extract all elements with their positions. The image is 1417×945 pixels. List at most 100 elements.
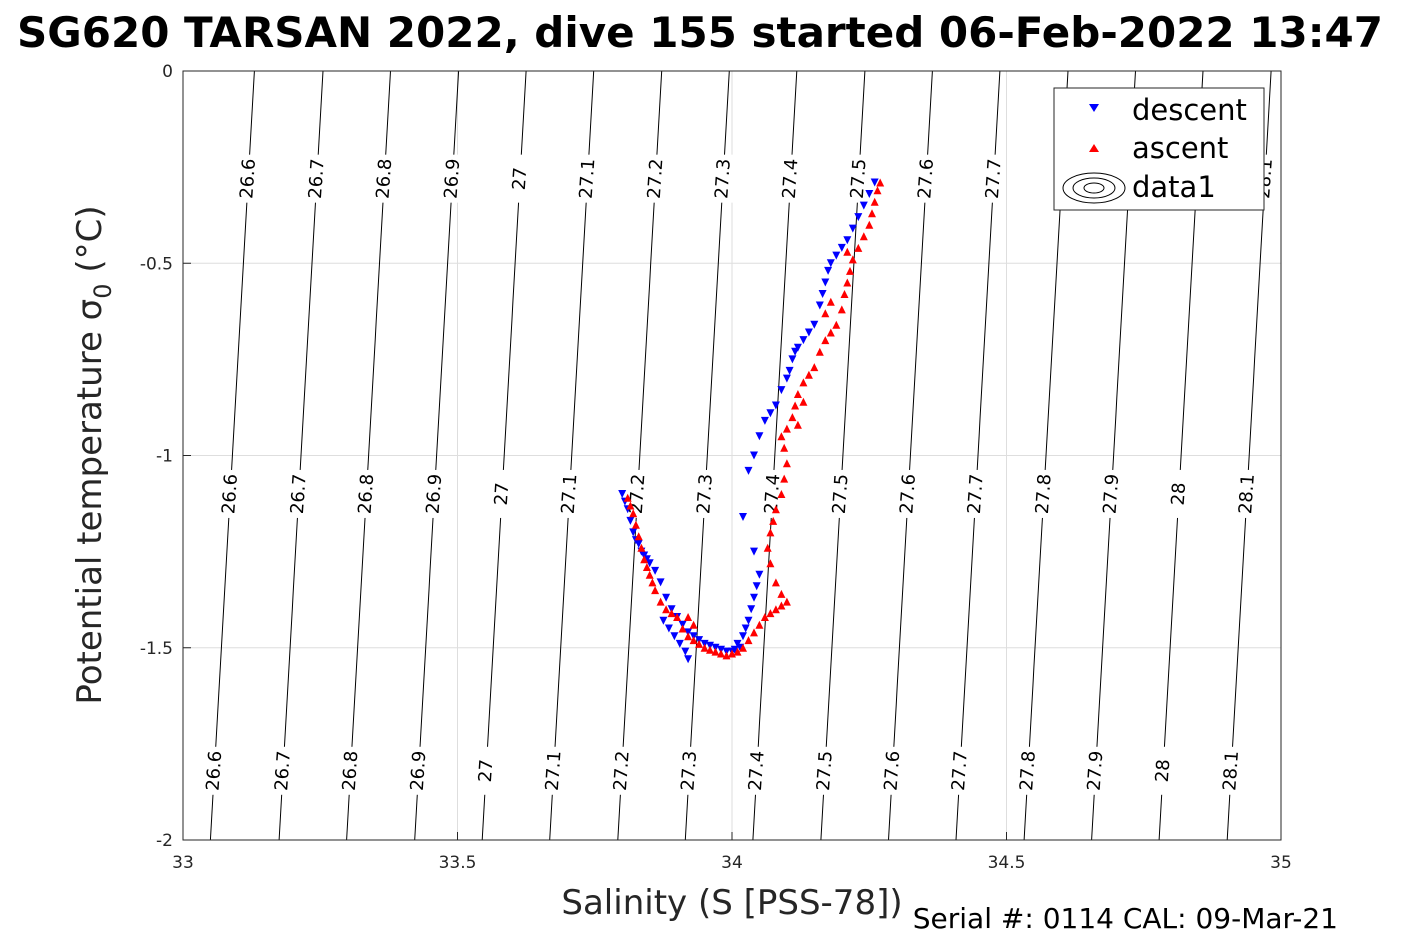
contour-label: 26.8 bbox=[355, 473, 379, 514]
ascent-point bbox=[678, 624, 687, 633]
descent-point bbox=[799, 336, 808, 345]
descent-point bbox=[656, 578, 665, 587]
descent-point bbox=[854, 213, 863, 222]
legend-ascent-marker bbox=[1089, 144, 1099, 152]
ascent-point bbox=[821, 336, 830, 345]
ascent-point bbox=[846, 266, 854, 275]
contour-label: 26.6 bbox=[218, 473, 242, 514]
contour-label-gap bbox=[272, 746, 295, 795]
contour-label-gap bbox=[1032, 469, 1055, 518]
ascent-point bbox=[840, 290, 849, 298]
ascent-point bbox=[804, 370, 813, 379]
ascent-point bbox=[843, 278, 852, 287]
contour-label: 27.9 bbox=[1084, 750, 1108, 791]
ascent-point bbox=[667, 609, 676, 618]
contour-label: 27.1 bbox=[558, 473, 582, 514]
ascent-point bbox=[793, 390, 802, 398]
x-tick-label: 33 bbox=[172, 853, 194, 873]
descent-point bbox=[793, 343, 802, 352]
ascent-point bbox=[873, 186, 882, 195]
descent-point bbox=[788, 355, 797, 364]
y-axis-label-unit: (°C) bbox=[70, 205, 110, 283]
ascent-point bbox=[651, 586, 660, 595]
ascent-point bbox=[876, 178, 885, 187]
legend-data1-label: data1 bbox=[1132, 170, 1216, 204]
chart-title: SG620 TARSAN 2022, dive 155 started 06-F… bbox=[17, 8, 1383, 57]
contour-label: 28 bbox=[1152, 759, 1175, 783]
contour-label-gap bbox=[694, 469, 717, 518]
contour-label-gap bbox=[1235, 469, 1258, 518]
contour-label-gap bbox=[948, 746, 971, 795]
ascent-point bbox=[769, 516, 778, 525]
ascent-point bbox=[777, 490, 786, 498]
descent-point bbox=[684, 655, 693, 664]
contour-label-gap bbox=[761, 469, 784, 518]
ascent-point bbox=[777, 601, 786, 610]
descent-point bbox=[739, 632, 747, 641]
legend-descent-marker bbox=[1089, 104, 1099, 112]
descent-point bbox=[804, 328, 813, 337]
x-axis-ticks: 33 33.5 34 34.5 35 bbox=[172, 832, 1292, 873]
legend-descent-label: descent bbox=[1132, 93, 1247, 127]
descent-point bbox=[815, 301, 824, 310]
ascent-point bbox=[631, 520, 640, 529]
descent-point bbox=[750, 547, 758, 556]
descent-point bbox=[777, 386, 786, 395]
contour-label: 27.7 bbox=[982, 158, 1006, 199]
contour-label: 26.7 bbox=[305, 158, 329, 199]
contour-label: 27.2 bbox=[610, 750, 634, 791]
contour-label-gap bbox=[219, 469, 242, 518]
x-tick-label: 35 bbox=[1270, 853, 1292, 873]
contour-label: 27.4 bbox=[779, 158, 803, 199]
contour-label-gap bbox=[407, 746, 430, 795]
contour-label: 28.1 bbox=[1235, 473, 1259, 514]
legend-box bbox=[1053, 87, 1265, 211]
contour-label: 26.8 bbox=[339, 750, 363, 791]
contour-label: 27.6 bbox=[881, 750, 905, 791]
contour-label: 27.5 bbox=[813, 750, 837, 791]
ascent-point bbox=[766, 528, 775, 537]
contour-label-gap bbox=[847, 154, 870, 203]
descent-point bbox=[826, 259, 835, 268]
ascent-point bbox=[750, 628, 758, 637]
ascent-point bbox=[799, 378, 808, 387]
ascent-point bbox=[821, 309, 830, 318]
legend: descent ascent data1 bbox=[1053, 87, 1265, 211]
ascent-point bbox=[629, 509, 638, 518]
ascent-point bbox=[837, 305, 846, 314]
ascent-point bbox=[780, 443, 789, 452]
contour-label: 28 bbox=[1168, 482, 1191, 506]
descent-point bbox=[744, 616, 753, 625]
contour-label-gap bbox=[203, 746, 226, 795]
ascent-point bbox=[645, 570, 654, 579]
contour-label: 27 bbox=[475, 759, 498, 783]
ascent-point bbox=[755, 620, 764, 629]
contour-label: 27.3 bbox=[693, 473, 717, 514]
ascent-point bbox=[782, 424, 791, 433]
ascent-point bbox=[684, 613, 693, 621]
ascent-point bbox=[689, 636, 698, 645]
descent-point bbox=[832, 251, 841, 260]
ascent-point bbox=[744, 636, 753, 645]
descent-point bbox=[771, 401, 780, 410]
contour-label: 27.9 bbox=[1100, 473, 1124, 514]
ascent-point bbox=[832, 320, 841, 329]
descent-point bbox=[859, 201, 868, 210]
y-axis-ticks: 0 -0.5 -1 -1.5 -2 bbox=[140, 62, 191, 851]
ascent-point bbox=[799, 397, 808, 406]
ascent-point bbox=[780, 474, 789, 483]
contour-label-gap bbox=[339, 746, 362, 795]
x-axis-label: Salinity (S [PSS-78]) bbox=[561, 883, 902, 923]
descent-point bbox=[651, 566, 660, 575]
contour-label: 27.2 bbox=[644, 158, 668, 199]
ascent-point bbox=[848, 255, 857, 264]
descent-point bbox=[782, 374, 791, 383]
contour-label-gap bbox=[745, 746, 768, 795]
descent-point bbox=[626, 516, 635, 525]
ascent-point bbox=[782, 597, 791, 606]
descent-point bbox=[752, 582, 761, 591]
ascent-point bbox=[637, 543, 646, 552]
ascent-point bbox=[673, 613, 682, 621]
contour-label: 26.6 bbox=[203, 750, 227, 791]
ascent-point bbox=[771, 578, 780, 587]
